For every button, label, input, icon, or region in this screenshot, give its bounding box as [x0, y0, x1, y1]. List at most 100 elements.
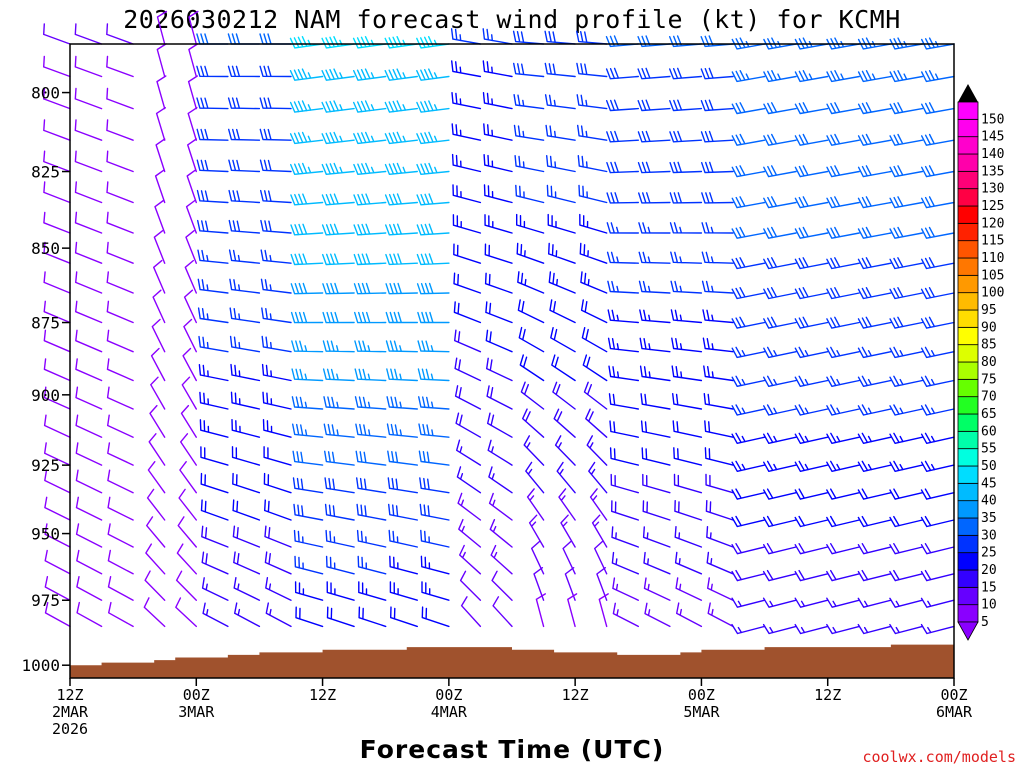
wind-barb	[185, 261, 196, 293]
wind-barb	[261, 191, 291, 203]
wind-barb	[107, 151, 133, 171]
wind-barb	[291, 254, 322, 264]
wind-barb	[922, 103, 954, 114]
wind-barb	[523, 409, 544, 437]
wind-barb	[44, 359, 70, 381]
wind-barb	[922, 197, 954, 208]
wind-barb	[229, 129, 260, 140]
wind-barb	[230, 250, 260, 263]
wind-barb	[890, 135, 922, 146]
wind-barb	[827, 571, 860, 581]
wind-barb	[355, 369, 386, 380]
wind-barb	[795, 228, 827, 239]
wind-barb	[417, 254, 449, 264]
wind-barb	[200, 392, 228, 409]
wind-barb	[454, 244, 481, 263]
wind-barb	[322, 133, 354, 144]
wind-barb	[262, 308, 291, 322]
wind-barb	[795, 517, 828, 527]
wind-barb	[485, 244, 512, 263]
wind-barb	[795, 288, 827, 299]
wind-barb	[486, 302, 512, 323]
colorbar-label: 15	[981, 580, 997, 595]
site-credit: coolwx.com/models	[862, 748, 1016, 766]
colorbar-label: 135	[981, 164, 1004, 179]
y-tick-label: 925	[31, 456, 60, 475]
wind-barb	[701, 36, 733, 46]
wind-barb	[180, 462, 196, 493]
wind-barb	[708, 578, 733, 600]
colorbar-segment	[958, 587, 978, 604]
wind-barb	[260, 34, 291, 44]
colorbar-segment	[958, 483, 978, 500]
colorbar-label: 10	[981, 598, 997, 613]
wind-barb	[386, 224, 418, 235]
wind-barb	[185, 290, 197, 322]
wind-barb	[356, 397, 386, 409]
wind-barb	[582, 300, 607, 323]
colorbar-label: 25	[981, 546, 997, 561]
colorbar-segment	[958, 293, 978, 310]
wind-barb	[858, 405, 891, 415]
wind-barb	[858, 571, 891, 581]
wind-barb	[264, 420, 292, 438]
wind-barb	[795, 197, 827, 208]
wind-barb	[417, 37, 449, 48]
wind-barb	[764, 489, 796, 499]
wind-barb	[611, 475, 638, 493]
wind-barb	[386, 194, 418, 205]
wind-barb	[732, 347, 764, 357]
wind-barb	[486, 273, 512, 293]
wind-barb	[234, 552, 260, 574]
wind-barb	[764, 347, 796, 357]
wind-barb	[179, 489, 196, 520]
wind-barb	[75, 151, 101, 171]
wind-barb	[612, 553, 638, 574]
wind-barb	[107, 301, 133, 322]
wind-barb	[458, 493, 480, 520]
wind-barb	[146, 544, 165, 574]
colorbar-label: 90	[981, 320, 997, 335]
wind-barb	[703, 310, 733, 323]
wind-barb	[291, 37, 323, 48]
colorbar-label: 70	[981, 390, 997, 405]
wind-barb	[586, 409, 607, 437]
wind-barb	[76, 242, 102, 263]
wind-barb	[858, 625, 891, 634]
wind-barb	[177, 544, 196, 574]
wind-barb	[322, 37, 354, 48]
wind-barb	[732, 489, 765, 499]
wind-barb	[858, 544, 891, 554]
wind-barb	[44, 56, 70, 76]
wind-barb	[827, 405, 859, 415]
wind-barb	[323, 284, 354, 294]
colorbar-label: 75	[981, 372, 997, 387]
wind-barb	[144, 598, 164, 627]
wind-barb	[702, 162, 733, 172]
wind-barb	[324, 424, 354, 437]
wind-barb	[607, 36, 639, 46]
wind-barb	[75, 56, 101, 76]
wind-barb	[77, 497, 102, 520]
wind-barb	[732, 544, 765, 554]
wind-barb	[385, 101, 417, 112]
wind-barb	[704, 366, 733, 380]
wind-barb	[422, 607, 449, 626]
wind-barb	[670, 193, 701, 203]
colorbar-segment	[958, 553, 978, 570]
wind-barb	[266, 578, 291, 601]
wind-barb	[890, 517, 922, 527]
colorbar-label: 40	[981, 494, 997, 509]
wind-barb	[108, 359, 134, 381]
wind-barb	[608, 281, 638, 293]
wind-barb	[233, 447, 260, 465]
wind-barb	[202, 500, 228, 520]
wind-barb	[77, 603, 102, 627]
wind-barb	[764, 228, 796, 239]
wind-barb	[484, 155, 512, 172]
wind-barb	[76, 387, 102, 409]
wind-barb	[386, 254, 417, 264]
wind-barb	[293, 424, 323, 437]
wind-barb	[890, 197, 922, 208]
wind-barb	[291, 194, 323, 205]
